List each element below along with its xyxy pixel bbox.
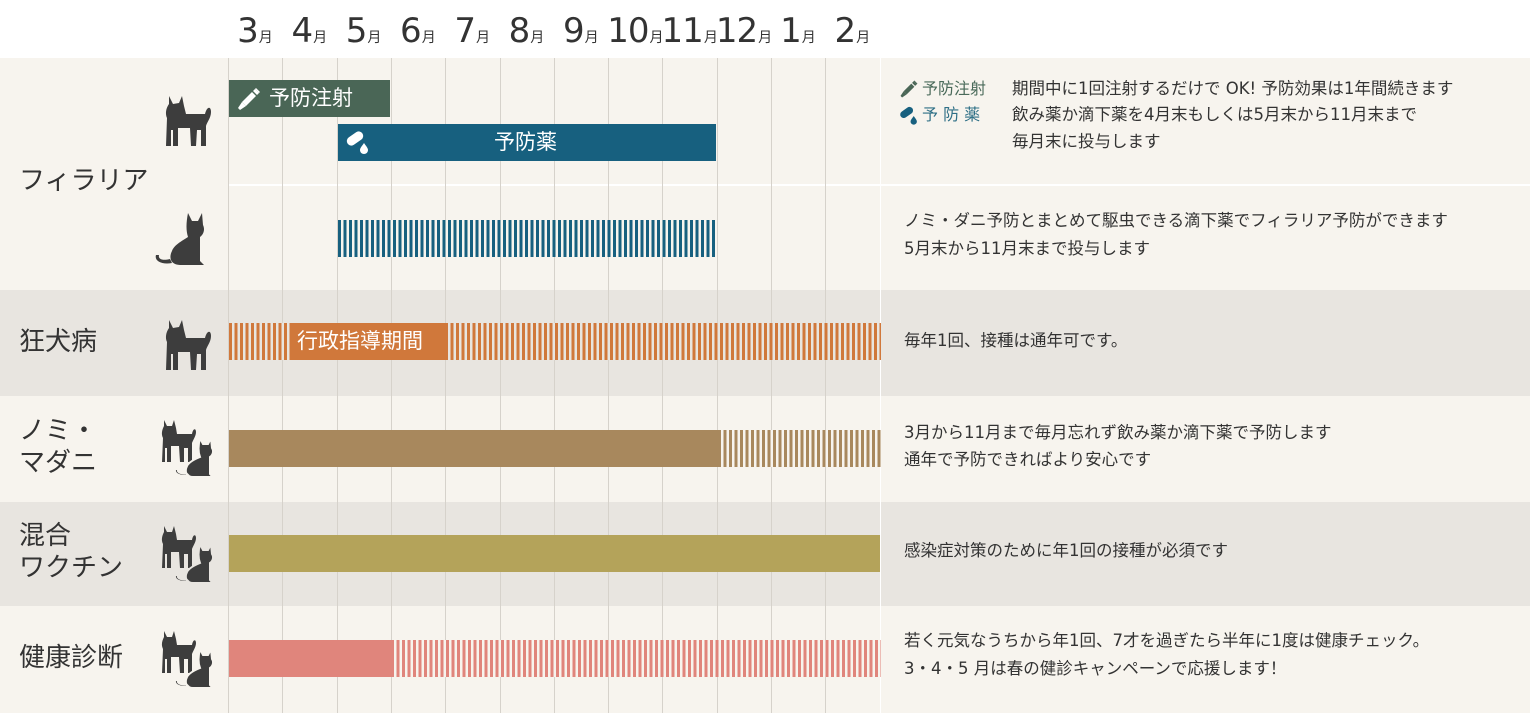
category-flea-line2: マダニ: [19, 448, 98, 478]
month-unit: 月: [313, 30, 328, 46]
month-number: 12: [715, 11, 758, 51]
legend-injection: 予防注射: [922, 76, 986, 102]
category-flea-line1: ノミ・: [19, 416, 98, 446]
month-gridline: [337, 58, 338, 713]
filaria-separator: [228, 184, 1530, 186]
capsule-and-drop-icon: [900, 106, 917, 125]
bar-filaria-medicine: [338, 124, 716, 161]
month-label: 4月: [291, 8, 327, 54]
month-gridline: [500, 58, 501, 713]
month-number: 5: [345, 11, 368, 51]
month-label: 6月: [400, 8, 436, 54]
month-unit: 月: [475, 30, 490, 46]
bar-flea-striped: [718, 430, 881, 467]
month-unit: 月: [530, 30, 545, 46]
bar-rabies-admin-period: [291, 323, 445, 360]
category-rabies: 狂犬病: [19, 327, 98, 357]
bar-checkup-solid: [229, 640, 391, 677]
month-gridline: [717, 58, 718, 713]
dog-and-cat-icon: [161, 526, 216, 584]
syringe-icon: [900, 80, 918, 98]
desc-vaccine: 感染症対策のために年1回の接種が必須です: [904, 541, 1228, 560]
month-unit: 月: [703, 30, 718, 46]
month-gridline: [825, 58, 826, 713]
month-gridline: [554, 58, 555, 713]
month-label: 1月: [780, 8, 816, 54]
month-label: 5月: [346, 8, 382, 54]
month-number: 8: [508, 11, 531, 51]
month-number: 1: [780, 11, 802, 51]
bar-flea-solid: [229, 430, 718, 467]
month-unit: 月: [758, 30, 773, 46]
legend-injection-label: 予防注射: [922, 79, 987, 98]
month-gridline: [445, 58, 446, 713]
medicine-bar-label: 予防薬: [494, 130, 557, 154]
legend-medicine-label: 予 防 薬: [922, 105, 981, 124]
desc-flea-line1: 3月から11月まで毎月忘れず飲み薬か滴下薬で予防します: [904, 423, 1332, 442]
category-filaria: フィラリア: [19, 166, 149, 196]
dog-icon: [165, 96, 211, 146]
desc-filaria-cat-line2: 5月末から11月末まで投与します: [904, 239, 1150, 258]
month-label: 7月: [454, 8, 490, 54]
category-checkup: 健康診断: [19, 643, 124, 673]
desc-flea-line2: 通年で予防できればより安心です: [904, 450, 1152, 469]
month-unit: 月: [258, 30, 273, 46]
month-unit: 月: [801, 30, 816, 46]
month-label: 8月: [509, 8, 545, 54]
legend-medicine: 予 防 薬: [922, 102, 980, 128]
desc-filaria-medicine-line1: 飲み薬か滴下薬を4月末もしくは5月末から11月末まで: [1012, 105, 1417, 124]
month-gridline: [391, 58, 392, 713]
desc-filaria-cat-line1: ノミ・ダニ予防とまとめて駆虫できる滴下薬でフィラリア予防ができます: [904, 211, 1448, 230]
month-gridline: [282, 58, 283, 713]
desc-filaria-medicine-line2: 毎月末に投与します: [1012, 132, 1161, 151]
category-vaccine-line1: 混合: [19, 521, 72, 551]
month-number: 2: [834, 11, 856, 51]
rabies-bar-label: 行政指導期間: [297, 329, 423, 353]
month-number: 6: [400, 11, 422, 51]
month-number: 11: [661, 11, 704, 51]
desc-filaria-injection: 期間中に1回注射するだけで OK! 予防効果は1年間続きます: [1012, 79, 1454, 98]
month-label: 10月: [607, 8, 663, 54]
desc-checkup-line1: 若く元気なうちから年1回、7才を過ぎたら半年に1度は健康チェック。: [904, 631, 1430, 650]
month-label: 12月: [716, 8, 772, 54]
month-number: 4: [291, 11, 313, 51]
bar-rabies-left: [229, 323, 291, 360]
injection-bar-label: 予防注射: [269, 86, 353, 110]
month-unit: 月: [649, 30, 664, 46]
month-label: 2月: [834, 8, 870, 54]
month-unit: 月: [367, 30, 382, 46]
month-number: 9: [562, 11, 585, 51]
month-label: 11月: [662, 8, 718, 54]
capsule-and-drop-icon: [346, 131, 368, 154]
desc-rabies: 毎年1回、接種は通年可です。: [904, 331, 1128, 350]
month-gridline: [880, 58, 881, 713]
cat-icon: [155, 213, 204, 265]
month-number: 10: [607, 11, 649, 51]
dog-icon: [165, 320, 211, 370]
bar-vaccine: [229, 535, 880, 572]
month-gridline: [662, 58, 663, 713]
dog-and-cat-icon: [161, 631, 216, 689]
month-label: 3月: [237, 8, 273, 54]
bar-checkup-striped: [391, 640, 881, 677]
month-number: 7: [454, 11, 476, 51]
month-gridline: [228, 58, 229, 713]
month-unit: 月: [856, 30, 871, 46]
month-number: 3: [237, 11, 259, 51]
month-gridline: [608, 58, 609, 713]
month-unit: 月: [421, 30, 436, 46]
desc-checkup-line2: 3・4・5 月は春の健診キャンペーンで応援します！: [904, 659, 1287, 678]
category-vaccine-line2: ワクチン: [19, 553, 124, 583]
month-unit: 月: [584, 30, 599, 46]
bar-rabies-right: [445, 323, 881, 360]
bar-filaria-injection: [229, 80, 390, 117]
syringe-icon: [238, 88, 260, 110]
month-label: 9月: [563, 8, 599, 54]
bar-filaria-cat-dropper: [338, 220, 716, 257]
month-gridline: [771, 58, 772, 713]
dog-and-cat-icon: [161, 420, 216, 478]
